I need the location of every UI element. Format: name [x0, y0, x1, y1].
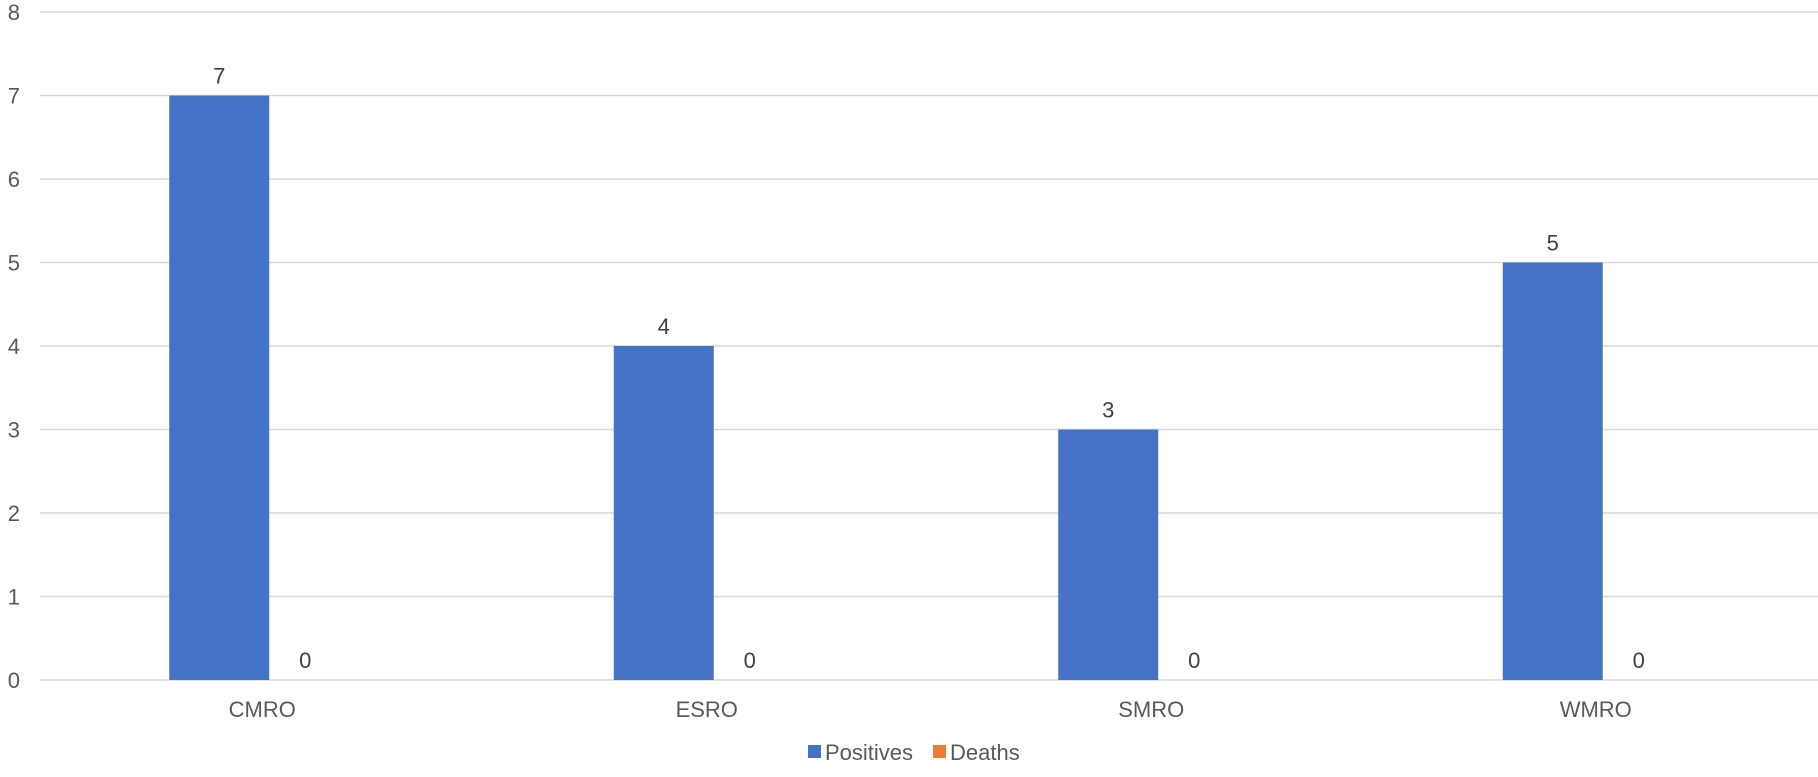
gridlines — [40, 11, 1818, 681]
data-label-deaths-wmro: 0 — [1633, 648, 1645, 673]
y-tick-label: 2 — [8, 501, 20, 526]
x-tick-label-esro: ESRO — [676, 697, 738, 722]
data-labels: 7 0 4 0 3 0 5 0 — [213, 64, 1645, 674]
x-tick-label-cmro: CMRO — [229, 697, 296, 722]
bar-positives-wmro — [1502, 262, 1603, 680]
legend-label-positives: Positives — [825, 740, 913, 765]
y-tick-label: 8 — [8, 0, 20, 25]
data-label-deaths-esro: 0 — [744, 648, 756, 673]
y-tick-label: 3 — [8, 418, 20, 443]
y-tick-label: 1 — [8, 585, 20, 610]
legend-label-deaths: Deaths — [950, 740, 1020, 765]
bars — [169, 95, 1603, 680]
x-tick-label-smro: SMRO — [1118, 697, 1184, 722]
y-tick-label: 5 — [8, 251, 20, 276]
data-label-deaths-smro: 0 — [1188, 648, 1200, 673]
data-label-positives-wmro: 5 — [1547, 231, 1559, 256]
data-label-positives-esro: 4 — [658, 314, 670, 339]
y-tick-label: 6 — [8, 167, 20, 192]
data-label-deaths-cmro: 0 — [299, 648, 311, 673]
legend: Positives Deaths — [808, 740, 1020, 765]
legend-swatch-deaths — [933, 745, 947, 758]
bar-positives-esro — [613, 346, 714, 680]
x-tick-label-wmro: WMRO — [1560, 697, 1632, 722]
legend-swatch-positives — [808, 745, 821, 758]
y-tick-label: 7 — [8, 84, 20, 109]
bar-positives-cmro — [169, 95, 270, 680]
y-tick-label: 0 — [8, 668, 20, 693]
y-tick-label: 4 — [8, 334, 20, 359]
x-axis-ticks: CMRO ESRO SMRO WMRO — [229, 697, 1632, 722]
y-axis-ticks: 0 1 2 3 4 5 6 7 8 — [8, 0, 20, 693]
bar-positives-smro — [1058, 429, 1159, 680]
data-label-positives-cmro: 7 — [213, 64, 225, 89]
data-label-positives-smro: 3 — [1102, 398, 1114, 423]
